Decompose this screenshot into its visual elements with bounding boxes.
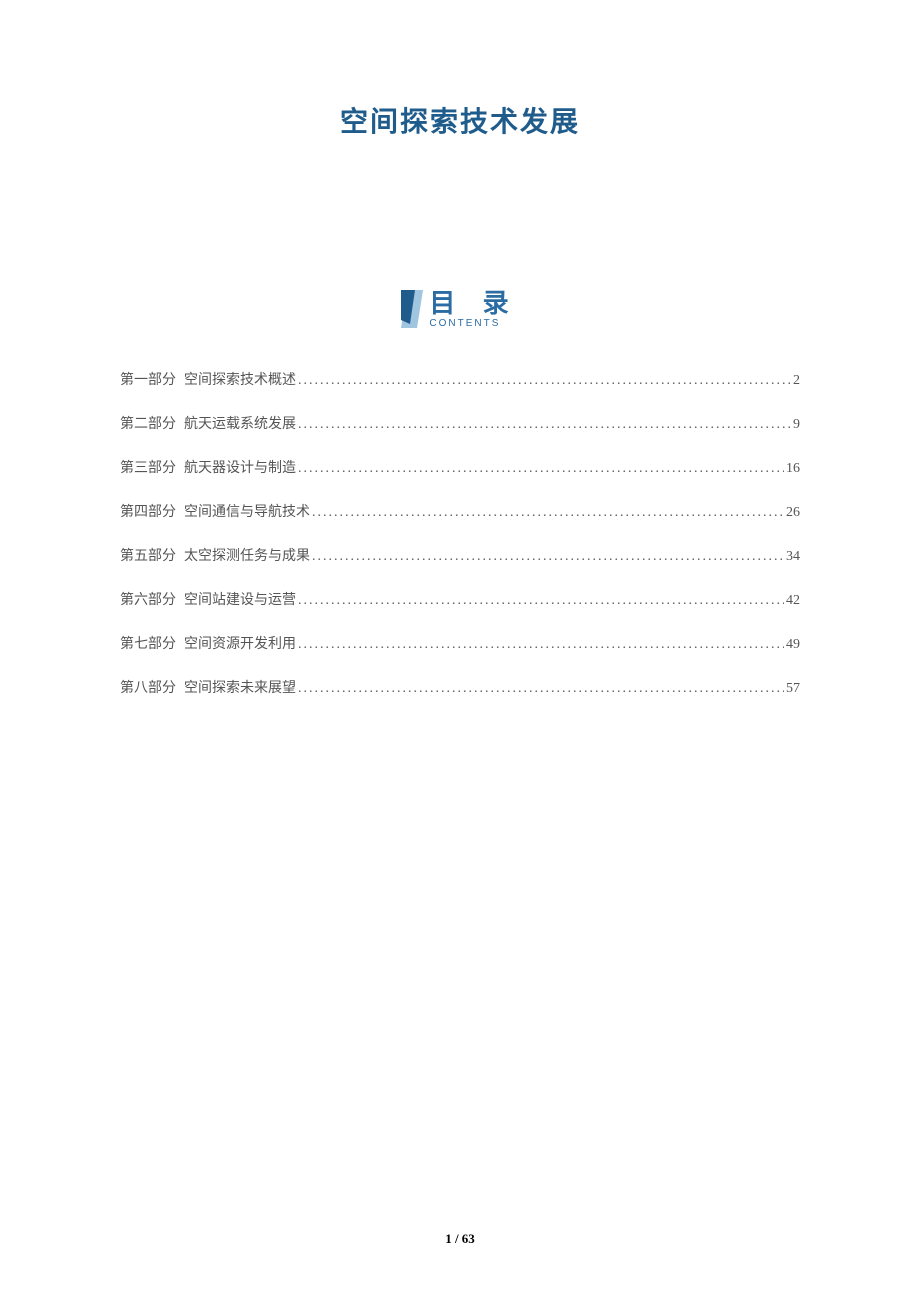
toc-entry-part: 第二部分 bbox=[120, 413, 176, 433]
toc-entry[interactable]: 第五部分太空探测任务与成果...........................… bbox=[120, 545, 800, 565]
toc-entry-leader: ........................................… bbox=[298, 461, 784, 477]
toc-entry-title: 空间资源开发利用 bbox=[184, 633, 296, 653]
toc-entry-leader: ........................................… bbox=[312, 549, 784, 565]
toc-entry-leader: ........................................… bbox=[298, 593, 784, 609]
toc-entry-part: 第六部分 bbox=[120, 589, 176, 609]
document-title: 空间探索技术发展 bbox=[120, 100, 800, 140]
document-page: 空间探索技术发展 目 录 CONTENTS 第一部分空间探索技术概述......… bbox=[0, 0, 920, 1302]
toc-entry[interactable]: 第四部分空间通信与导航技术...........................… bbox=[120, 501, 800, 521]
toc-entry-leader: ........................................… bbox=[298, 681, 784, 697]
toc-entry-page: 16 bbox=[786, 461, 800, 477]
toc-entry-leader: ........................................… bbox=[298, 417, 791, 433]
toc-entry-part: 第三部分 bbox=[120, 457, 176, 477]
toc-entry-leader: ........................................… bbox=[298, 637, 784, 653]
toc-entry-page: 2 bbox=[793, 373, 800, 389]
toc-entry-part: 第八部分 bbox=[120, 677, 176, 697]
toc-entry-leader: ........................................… bbox=[312, 505, 784, 521]
toc-header: 目 录 CONTENTS bbox=[120, 290, 800, 329]
page-number: 1 / 63 bbox=[0, 1231, 920, 1247]
toc-header-inner: 目 录 CONTENTS bbox=[401, 290, 518, 329]
toc-list: 第一部分空间探索技术概述............................… bbox=[120, 369, 800, 697]
toc-entry-title: 航天运载系统发展 bbox=[184, 413, 296, 433]
toc-entry-part: 第一部分 bbox=[120, 369, 176, 389]
toc-label-en: CONTENTS bbox=[429, 318, 500, 329]
toc-entry[interactable]: 第七部分空间资源开发利用............................… bbox=[120, 633, 800, 653]
toc-entry-page: 34 bbox=[786, 549, 800, 565]
toc-entry[interactable]: 第二部分航天运载系统发展............................… bbox=[120, 413, 800, 433]
toc-entry-title: 空间探索未来展望 bbox=[184, 677, 296, 697]
toc-entry[interactable]: 第六部分空间站建设与运营............................… bbox=[120, 589, 800, 609]
toc-label-cn: 目 录 bbox=[429, 290, 518, 316]
toc-entry-title: 太空探测任务与成果 bbox=[184, 545, 310, 565]
toc-entry-page: 9 bbox=[793, 417, 800, 433]
toc-entry-title: 空间探索技术概述 bbox=[184, 369, 296, 389]
toc-entry-part: 第七部分 bbox=[120, 633, 176, 653]
toc-entry-page: 57 bbox=[786, 681, 800, 697]
toc-entry-title: 空间通信与导航技术 bbox=[184, 501, 310, 521]
toc-entry-page: 42 bbox=[786, 593, 800, 609]
toc-entry-leader: ........................................… bbox=[298, 373, 791, 389]
toc-entry-page: 26 bbox=[786, 505, 800, 521]
toc-entry-page: 49 bbox=[786, 637, 800, 653]
toc-entry[interactable]: 第一部分空间探索技术概述............................… bbox=[120, 369, 800, 389]
toc-entry-part: 第五部分 bbox=[120, 545, 176, 565]
toc-entry-title: 空间站建设与运营 bbox=[184, 589, 296, 609]
bookmark-icon bbox=[401, 290, 423, 328]
toc-label-wrap: 目 录 CONTENTS bbox=[429, 290, 518, 329]
toc-entry-part: 第四部分 bbox=[120, 501, 176, 521]
toc-entry[interactable]: 第八部分空间探索未来展望............................… bbox=[120, 677, 800, 697]
toc-entry-title: 航天器设计与制造 bbox=[184, 457, 296, 477]
toc-entry[interactable]: 第三部分航天器设计与制造............................… bbox=[120, 457, 800, 477]
